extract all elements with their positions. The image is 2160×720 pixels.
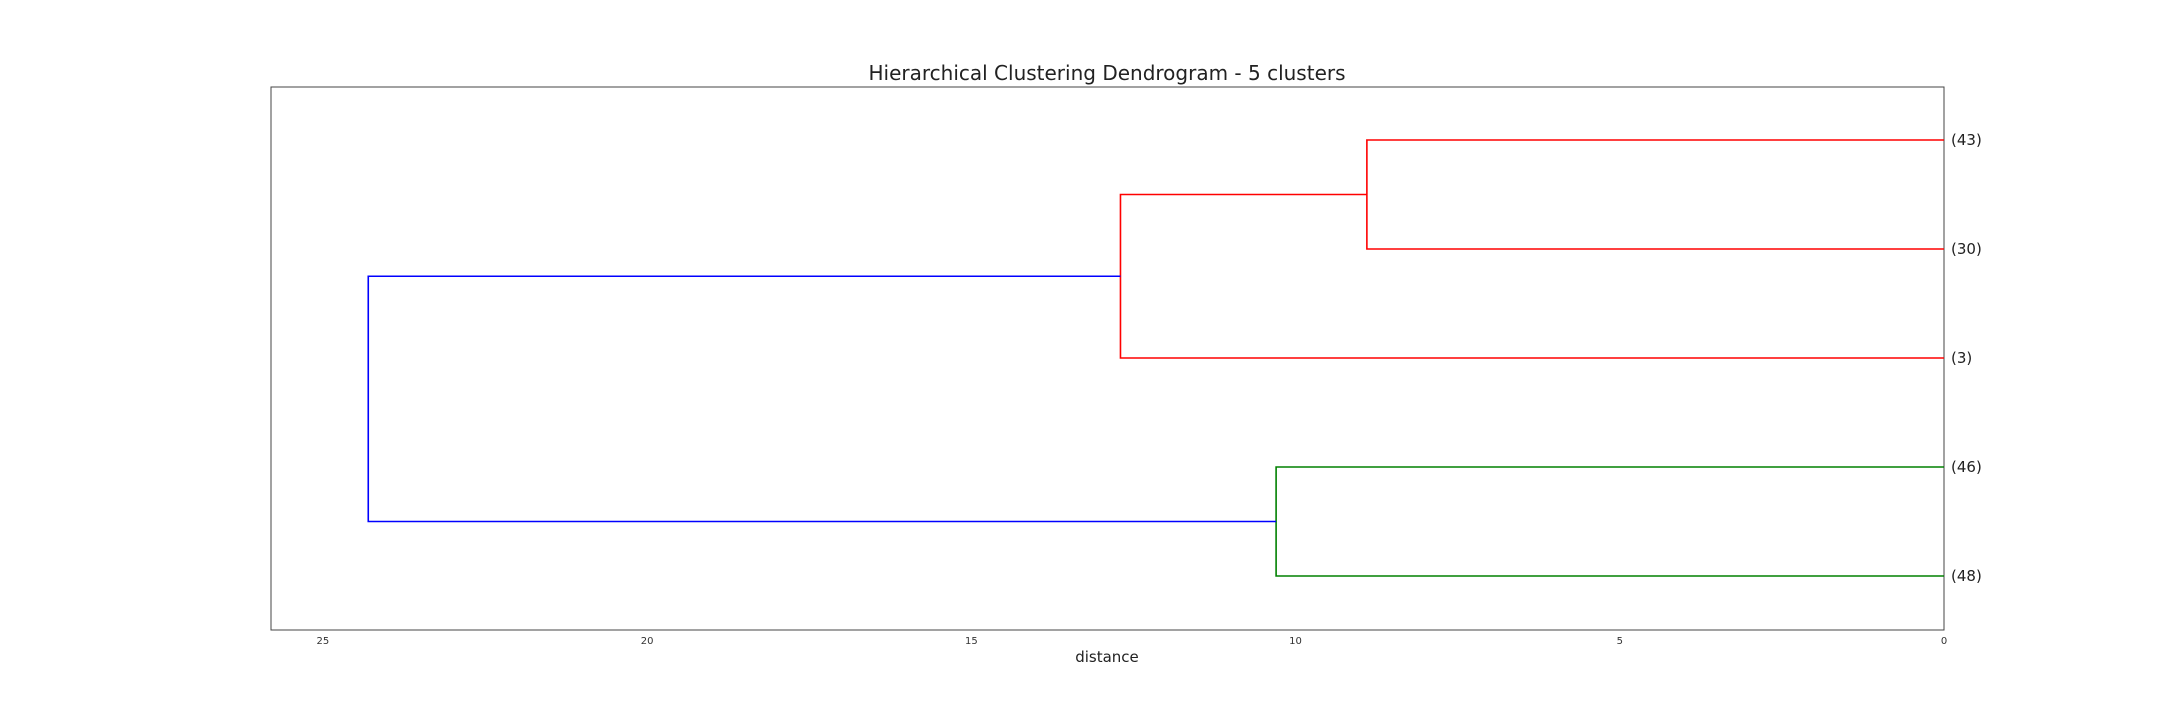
chart-title: Hierarchical Clustering Dendrogram - 5 c… [868, 61, 1345, 85]
x-tick-label: 15 [965, 636, 978, 647]
leaf-label: (3) [1951, 349, 1972, 367]
leaf-labels: (43) (30) (3) (46) (48) [1951, 131, 1982, 585]
dendrogram-link [1275, 466, 1944, 577]
dendrogram-link [1119, 193, 1944, 359]
x-tick-label: 5 [1617, 636, 1623, 647]
x-tick-label: 0 [1941, 636, 1947, 647]
dendrogram-link [367, 275, 1277, 523]
x-tick-label: 20 [641, 636, 654, 647]
x-tick-label: 10 [1289, 636, 1302, 647]
leaf-label: (46) [1951, 458, 1982, 476]
leaf-label: (48) [1951, 567, 1982, 585]
leaf-label: (43) [1951, 131, 1982, 149]
dendrogram-link [1366, 139, 1944, 250]
dendrogram-links [367, 139, 1944, 577]
x-axis-ticks: 25 20 15 10 5 0 [317, 636, 1948, 647]
x-axis-label: distance [1075, 648, 1139, 666]
x-tick-label: 25 [317, 636, 330, 647]
leaf-label: (30) [1951, 240, 1982, 258]
